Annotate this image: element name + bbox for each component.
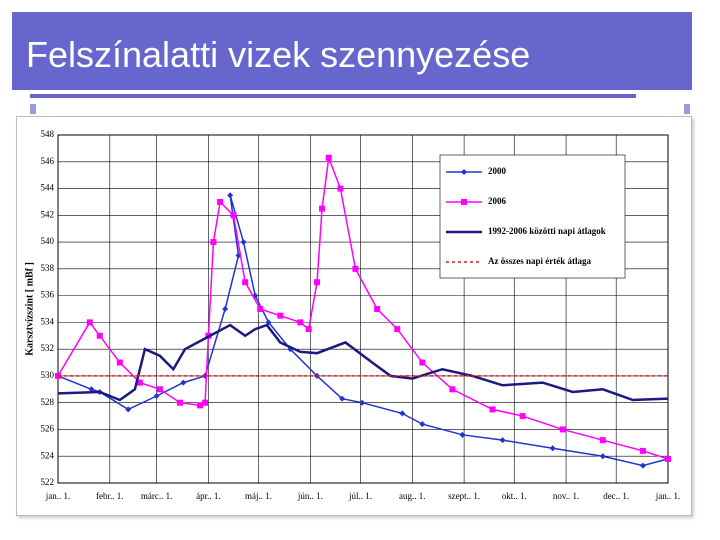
y-tick-label: 522 [41, 477, 55, 487]
y-axis-label: Karsztvízszint [ mBf ] [24, 262, 35, 356]
point [399, 410, 406, 417]
x-tick-label: jan.. 1. [45, 491, 71, 501]
point [177, 399, 183, 406]
point [419, 421, 426, 428]
point [461, 199, 467, 205]
decor [684, 104, 690, 114]
point [639, 462, 646, 469]
point [352, 265, 359, 272]
point [499, 437, 506, 444]
point [665, 455, 671, 462]
y-tick-label: 528 [41, 397, 55, 407]
legend-label: 2000 [488, 166, 507, 176]
x-tick-label: máj.. 1. [245, 491, 272, 501]
x-tick-label: márc.. 1. [141, 491, 173, 501]
x-tick-label: okt.. 1. [502, 491, 527, 501]
point [459, 431, 466, 438]
point [305, 326, 312, 333]
point [197, 402, 204, 409]
x-tick-label: szept.. 1. [448, 491, 480, 501]
y-tick-label: 526 [41, 424, 55, 434]
y-tick-label: 530 [41, 370, 55, 380]
point [217, 198, 224, 205]
point [96, 332, 103, 339]
point [359, 399, 366, 406]
title-bar [12, 12, 692, 90]
y-tick-label: 538 [41, 263, 55, 273]
y-tick-label: 546 [41, 156, 55, 166]
point [325, 154, 332, 161]
x-tick-label: ápr.. 1. [196, 491, 221, 501]
legend-label: Az összes napi érték átlaga [488, 256, 591, 266]
point [549, 445, 556, 452]
point [461, 169, 467, 175]
y-tick-label: 544 [41, 183, 55, 193]
point [227, 192, 234, 199]
point [339, 395, 346, 402]
point [180, 379, 187, 386]
x-tick-label: aug.. 1. [399, 491, 426, 501]
legend [439, 154, 626, 279]
point [88, 386, 95, 393]
y-tick-label: 524 [41, 450, 55, 460]
x-tick-label: jún.. 1. [297, 491, 323, 501]
title-rule [30, 94, 636, 98]
point [419, 359, 426, 366]
legend-label: 1992-2006 közötti napi átlagok [488, 226, 606, 236]
x-tick-label: júl.. 1. [348, 491, 372, 501]
y-tick-label: 536 [41, 290, 55, 300]
point [242, 279, 249, 286]
x-tick-label: nov.. 1. [553, 491, 579, 501]
y-tick-label: 534 [41, 316, 55, 326]
y-tick-label: 548 [41, 129, 55, 139]
point [257, 306, 264, 312]
point [599, 437, 606, 444]
point [519, 413, 526, 420]
point [240, 239, 247, 246]
slide-title: Felszínalatti vizek szennyezése [26, 34, 531, 75]
point [156, 386, 163, 393]
point [489, 406, 496, 413]
point [559, 426, 566, 433]
point [202, 399, 209, 406]
point [125, 406, 132, 413]
point [319, 205, 326, 212]
point [374, 306, 381, 312]
point [153, 393, 160, 399]
chart-frame [16, 116, 692, 516]
x-tick-label: dec.. 1. [603, 491, 629, 501]
point [449, 386, 456, 393]
point [86, 319, 93, 326]
decor [30, 104, 36, 114]
point [337, 185, 344, 192]
legend-label: 2006 [488, 196, 507, 206]
y-tick-label: 532 [41, 343, 55, 353]
y-tick-label: 542 [41, 209, 55, 219]
point [210, 239, 217, 246]
point [297, 319, 304, 326]
point [116, 359, 123, 366]
x-tick-label: febr.. 1. [96, 491, 124, 501]
point [394, 326, 401, 333]
point [639, 447, 646, 454]
point [599, 453, 606, 460]
point [230, 212, 237, 219]
series-line [57, 323, 669, 402]
point [277, 312, 284, 319]
point [314, 279, 321, 286]
y-tick-label: 540 [41, 236, 55, 246]
point [136, 379, 143, 386]
point [222, 306, 229, 312]
x-tick-label: jan.. 1. [655, 491, 681, 501]
